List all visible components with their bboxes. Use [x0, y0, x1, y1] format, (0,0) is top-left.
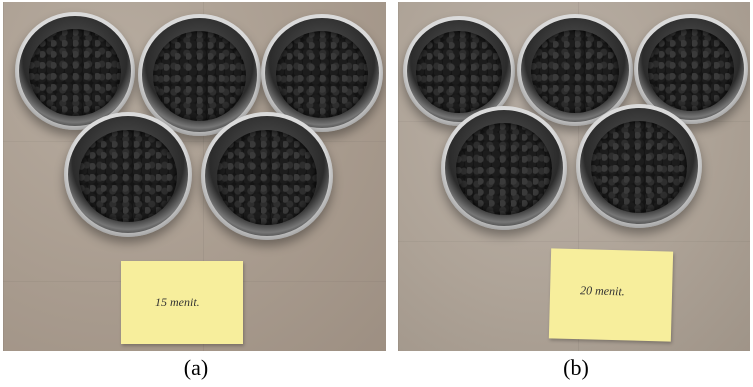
sample-bowl [634, 14, 748, 124]
black-sample [29, 28, 121, 116]
black-sample [216, 129, 318, 225]
black-sample [456, 123, 552, 216]
note-text: 20 menit. [579, 283, 625, 299]
black-sample [591, 121, 687, 214]
caption-b: (b) [563, 355, 589, 380]
sample-bowl [576, 104, 702, 228]
sample-bowl [201, 112, 333, 240]
black-sample [152, 31, 247, 122]
photo-panel-a: 15 menit. [3, 2, 386, 351]
sample-bowl [15, 12, 135, 130]
caption-a: (a) [183, 355, 209, 380]
sticky-note: 20 menit. [548, 248, 674, 342]
note-text: 15 menit. [155, 295, 200, 309]
sample-bowl [441, 106, 567, 230]
black-sample [416, 31, 502, 113]
photo-panel-b: 20 menit. [398, 2, 750, 351]
sample-bowl [403, 16, 515, 126]
sample-bowl [517, 14, 633, 126]
black-sample [647, 29, 735, 111]
black-sample [79, 129, 177, 222]
sample-bowl [138, 14, 261, 136]
black-sample [275, 30, 369, 118]
sticky-note: 15 menit. [121, 261, 243, 344]
sample-bowl [261, 14, 383, 132]
sample-bowl [64, 112, 192, 237]
black-sample [530, 29, 620, 113]
